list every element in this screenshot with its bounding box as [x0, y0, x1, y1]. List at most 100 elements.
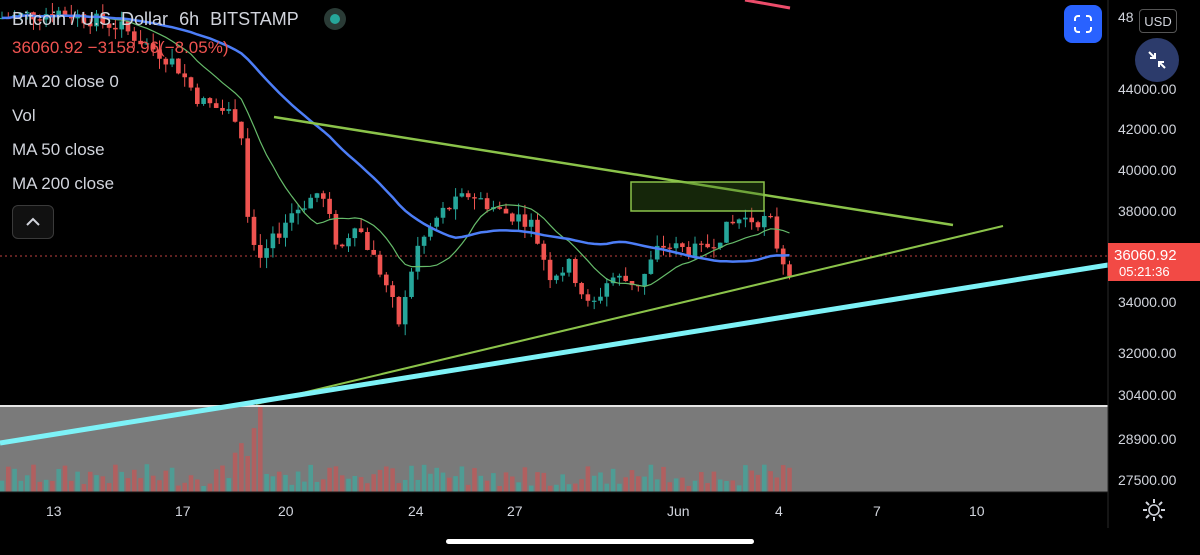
candle	[144, 43, 150, 45]
volume-bar	[680, 477, 685, 492]
volume-bar	[528, 485, 534, 492]
triangle-lower-trendline[interactable]	[255, 225, 1004, 405]
price-change-line: 36060.92 −3158.96(−8.05%)	[12, 38, 352, 58]
volume-bar	[308, 464, 313, 492]
price-label: 30400.00	[1118, 387, 1177, 403]
volume-bar	[18, 480, 24, 492]
volume-bar	[749, 470, 754, 492]
volume-bar	[768, 471, 773, 492]
candle	[566, 258, 572, 273]
volume-bars	[0, 407, 792, 492]
volume-bar	[516, 482, 521, 492]
volume-bar	[239, 443, 244, 492]
candle	[610, 277, 616, 284]
volume-bar	[289, 484, 295, 492]
gear-icon[interactable]	[1142, 498, 1166, 522]
currency-badge[interactable]: USD	[1139, 9, 1177, 33]
volume-bar	[661, 466, 666, 492]
volume-bar	[673, 478, 679, 492]
candle	[642, 273, 647, 286]
triangle-upper-trendline[interactable]	[273, 115, 954, 227]
time-axis[interactable]: 13 17 20 24 27 Jun 4 7 10	[0, 491, 1108, 519]
volume-bar	[699, 472, 704, 492]
volume-bar	[150, 475, 156, 492]
volume-bar	[69, 480, 74, 492]
symbol-title[interactable]: Bitcoin / U.S. Dollar 6h BITSTAMP	[12, 8, 352, 30]
volume-bar	[447, 477, 452, 492]
long-term-support-line[interactable]	[0, 262, 1109, 446]
volume-bar	[352, 475, 358, 492]
candle	[667, 247, 673, 249]
candle	[535, 219, 540, 244]
volume-bar	[686, 485, 691, 492]
candle	[598, 296, 603, 301]
volume-bar	[497, 485, 502, 492]
auto-scale-button[interactable]	[1135, 38, 1179, 82]
price-label: 44000.00	[1118, 81, 1177, 97]
volume-bar	[503, 472, 509, 492]
candle	[333, 213, 339, 245]
candle	[604, 283, 610, 297]
volume-bar	[75, 471, 80, 492]
countdown-timer: 05:21:36	[1119, 264, 1170, 279]
candle	[251, 216, 257, 245]
volume-bar	[579, 479, 584, 492]
indicator-ma50[interactable]: MA 50 close	[12, 140, 105, 159]
candle	[182, 73, 187, 78]
candle	[390, 285, 395, 297]
candle	[226, 109, 232, 111]
fullscreen-button[interactable]	[1064, 5, 1102, 43]
volume-bar	[787, 467, 792, 492]
time-label: Jun	[667, 503, 690, 519]
candle	[623, 275, 628, 282]
volume-bar	[774, 477, 780, 492]
candle	[749, 217, 754, 223]
volume-bar	[321, 479, 326, 492]
change-percent: (−8.05%)	[159, 38, 229, 57]
time-label: 13	[46, 503, 62, 519]
candle	[314, 193, 320, 198]
candle	[768, 216, 773, 218]
candle	[755, 222, 761, 228]
volume-bar	[119, 471, 124, 492]
current-price-value: 36060.92	[1114, 247, 1177, 264]
candle	[201, 98, 206, 104]
candle	[717, 242, 723, 248]
volume-bar	[37, 481, 43, 492]
price-axis[interactable]: 48 44000.00 42000.00 40000.00 38000.00 3…	[1107, 0, 1177, 528]
volume-bar	[302, 481, 307, 492]
time-label: 27	[507, 503, 523, 519]
volume-bar	[113, 464, 118, 492]
indicator-ma200[interactable]: MA 200 close	[12, 174, 115, 193]
price-label: 32000.00	[1118, 345, 1177, 361]
candle	[327, 198, 332, 214]
volume-bar	[232, 452, 238, 492]
volume-bar	[226, 478, 232, 492]
volume-bar	[541, 472, 547, 492]
volume-bar	[365, 483, 370, 492]
volume-bar	[743, 465, 748, 492]
live-dot-icon	[323, 8, 346, 30]
volume-bar	[43, 479, 49, 492]
candle	[18, 13, 24, 15]
candle	[591, 300, 597, 302]
indicator-ma20[interactable]: MA 20 close 0	[12, 72, 119, 91]
volume-bar	[484, 480, 490, 492]
current-price-tag: 36060.92 05:21:36	[1108, 243, 1200, 281]
candle	[705, 243, 710, 248]
candle	[503, 208, 509, 214]
collapse-legend-button[interactable]	[12, 205, 54, 239]
volume-bar	[270, 476, 276, 492]
volume-bar	[705, 483, 710, 492]
volume-bar	[50, 480, 55, 492]
candle	[321, 193, 326, 199]
indicator-volume[interactable]: Vol	[12, 106, 36, 125]
volume-bar	[428, 473, 433, 492]
volume-bar	[213, 469, 219, 492]
resistance-box[interactable]	[630, 181, 765, 212]
volume-bar	[415, 479, 421, 492]
price-label: 38000.00	[1118, 203, 1177, 219]
volume-bar	[390, 468, 395, 492]
volume-bar	[522, 467, 528, 492]
